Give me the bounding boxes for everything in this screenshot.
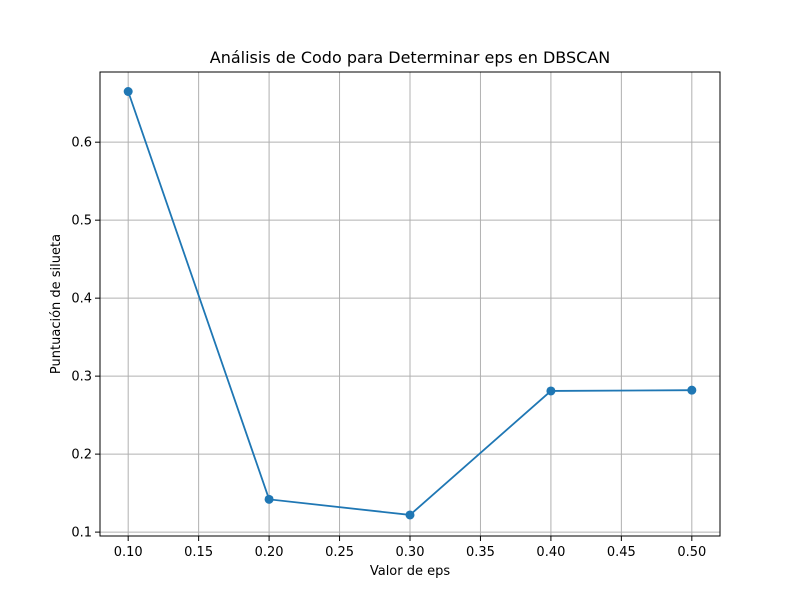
grid-layer	[100, 72, 720, 536]
x-axis-label: Valor de eps	[370, 564, 451, 579]
y-tick-label: 0.2	[71, 448, 92, 463]
x-tick-label: 0.15	[184, 545, 213, 560]
data-point	[687, 385, 697, 395]
data-point	[405, 510, 415, 520]
data-point	[123, 86, 133, 96]
x-tick-label: 0.10	[114, 545, 143, 560]
y-tick-label: 0.1	[71, 526, 92, 541]
tick-layer: 0.10 0.15 0.20 0.25 0.30 0.35 0.40 0.45 0.50 0.1 0…	[71, 136, 706, 560]
series-layer	[123, 86, 697, 520]
x-tick-label: 0.20	[255, 545, 284, 560]
y-tick-label: 0.3	[71, 370, 92, 385]
x-tick-label: 0.25	[325, 545, 354, 560]
y-axis-label: Puntuación de silueta	[49, 234, 64, 374]
chart-title: Análisis de Codo para Determinar eps en …	[210, 48, 610, 67]
x-tick-label: 0.40	[536, 545, 565, 560]
x-tick-label: 0.30	[396, 545, 425, 560]
data-point	[546, 386, 556, 396]
x-tick-label: 0.50	[677, 545, 706, 560]
y-tick-label: 0.5	[71, 214, 92, 229]
y-tick-label: 0.6	[71, 136, 92, 151]
y-tick-label: 0.4	[71, 292, 92, 307]
x-tick-label: 0.45	[607, 545, 636, 560]
data-point	[264, 494, 274, 504]
x-tick-label: 0.35	[466, 545, 495, 560]
